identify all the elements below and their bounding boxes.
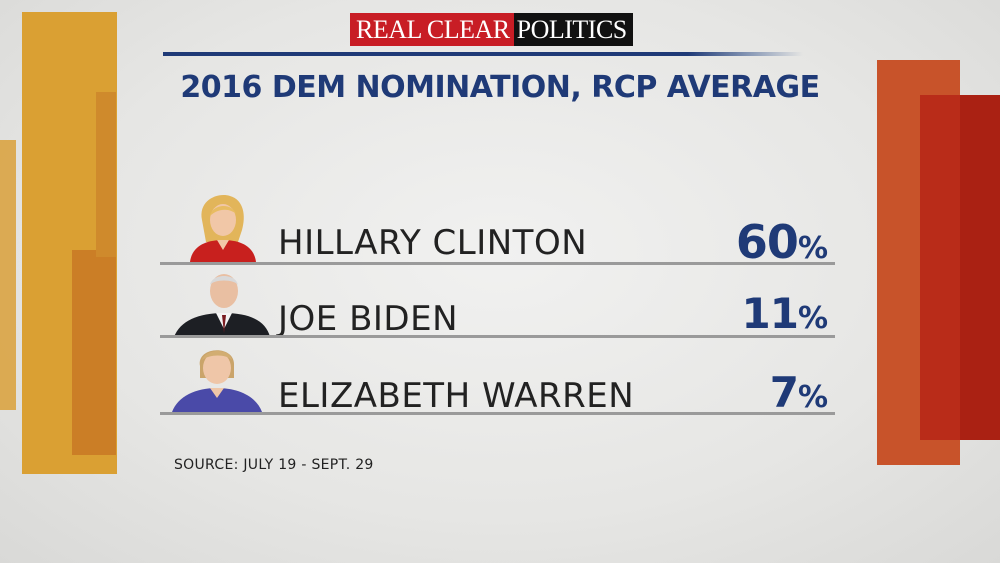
percent-value: 11: [741, 289, 798, 338]
row-divider: [160, 335, 835, 338]
source-note: SOURCE: JULY 19 - SEPT. 29: [174, 457, 374, 473]
left-decor-bar: [0, 140, 16, 410]
candidate-name: ELIZABETH WARREN: [278, 376, 635, 416]
candidate-name: JOE BIDEN: [278, 299, 459, 339]
candidate-percent: 60%: [735, 215, 828, 269]
percent-sign: %: [797, 301, 828, 336]
candidate-photo: [174, 267, 270, 337]
candidate-name: HILLARY CLINTON: [278, 223, 588, 263]
percent-value: 7: [769, 368, 799, 417]
candidate-percent: 11%: [741, 289, 828, 338]
row-divider: [160, 262, 835, 265]
right-decor-bar: [960, 95, 1000, 440]
candidate-percent: 7%: [769, 368, 828, 417]
brand-logo-part2: POLITICS: [513, 13, 633, 46]
candidate-row: JOE BIDEN 11%: [160, 265, 835, 340]
candidate-photo: [172, 338, 262, 412]
left-decor-bar: [72, 250, 116, 455]
brand-logo: REAL CLEAR POLITICS: [350, 13, 633, 46]
left-decor-bar: [96, 92, 116, 257]
header-rule: [163, 52, 803, 56]
candidate-photo: [188, 190, 258, 262]
candidate-row: HILLARY CLINTON 60%: [160, 185, 835, 269]
percent-sign: %: [797, 380, 828, 415]
brand-logo-part1: REAL CLEAR: [350, 13, 514, 46]
candidate-row: ELIZABETH WARREN 7%: [160, 336, 835, 417]
chart-title: 2016 DEM NOMINATION, RCP AVERAGE: [180, 70, 820, 105]
percent-sign: %: [797, 231, 828, 266]
percent-value: 60: [735, 215, 799, 269]
row-divider: [160, 412, 835, 415]
